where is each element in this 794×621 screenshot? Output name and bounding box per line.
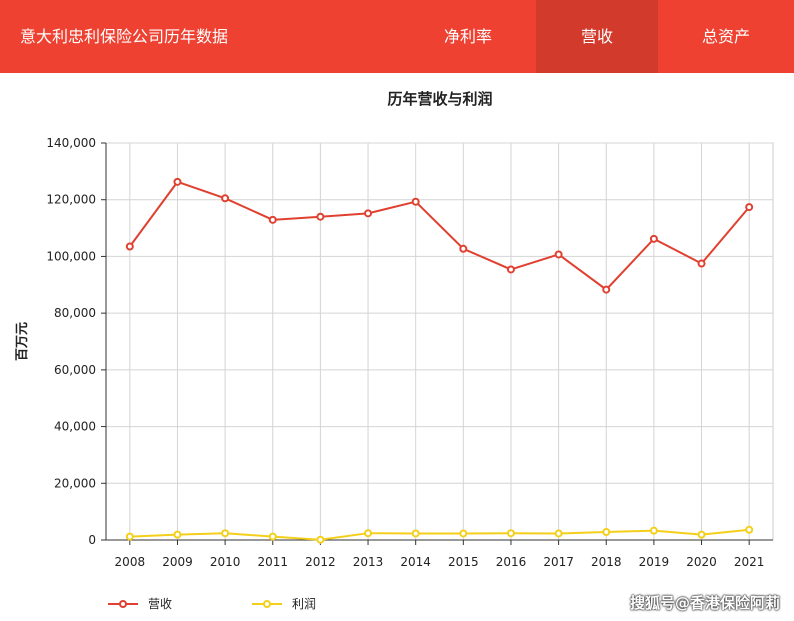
data-point[interactable] — [221, 194, 230, 203]
series-line-0 — [129, 180, 750, 291]
data-point[interactable] — [125, 242, 134, 251]
x-tick-label: 2011 — [257, 555, 288, 569]
data-point[interactable] — [316, 535, 325, 544]
data-point[interactable] — [745, 203, 754, 212]
series-line-1 — [129, 528, 750, 541]
data-point[interactable] — [697, 530, 706, 539]
data-point[interactable] — [602, 285, 611, 294]
y-tick-label: 60,000 — [54, 363, 96, 377]
x-tick-label: 2013 — [353, 555, 384, 569]
y-tick-label: 80,000 — [54, 306, 96, 320]
y-tick-label: 120,000 — [46, 193, 96, 207]
data-point[interactable] — [649, 234, 658, 243]
tab-net-margin[interactable]: 净利率 — [443, 27, 492, 46]
x-tick-label: 2012 — [305, 555, 336, 569]
x-tick-label: 2008 — [115, 555, 146, 569]
y-tick-label: 20,000 — [54, 476, 96, 490]
data-point[interactable] — [506, 265, 515, 274]
legend-marker — [119, 600, 127, 608]
data-point[interactable] — [125, 532, 134, 541]
data-point[interactable] — [745, 525, 754, 534]
data-point[interactable] — [554, 250, 563, 259]
legend-label[interactable]: 利润 — [292, 597, 316, 611]
y-axis-label: 百万元 — [15, 322, 30, 361]
data-point[interactable] — [364, 209, 373, 218]
watermark: 搜狐号@香港保险阿莉 — [629, 594, 780, 612]
data-point[interactable] — [316, 212, 325, 221]
x-tick-label: 2010 — [210, 555, 241, 569]
x-tick-label: 2020 — [686, 555, 717, 569]
data-point[interactable] — [173, 177, 182, 186]
data-point[interactable] — [459, 244, 468, 253]
x-tick-label: 2021 — [734, 555, 765, 569]
x-tick-label: 2015 — [448, 555, 479, 569]
data-point[interactable] — [221, 529, 230, 538]
data-point[interactable] — [411, 529, 420, 538]
data-point[interactable] — [173, 530, 182, 539]
x-tick-label: 2018 — [591, 555, 622, 569]
app-title: 意大利忠利保险公司历年数据 — [20, 27, 229, 46]
chart-title: 历年营收与利润 — [387, 90, 493, 108]
y-tick-label: 40,000 — [54, 420, 96, 434]
top-nav-bar: 意大利忠利保险公司历年数据 净利率 营收 总资产 — [0, 0, 794, 73]
data-point[interactable] — [268, 215, 277, 224]
tab-revenue[interactable]: 营收 — [536, 0, 658, 73]
data-point[interactable] — [459, 529, 468, 538]
legend-marker — [263, 600, 271, 608]
data-point[interactable] — [697, 259, 706, 268]
x-tick-label: 2009 — [162, 555, 193, 569]
y-tick-label: 140,000 — [46, 136, 96, 150]
x-tick-label: 2014 — [400, 555, 431, 569]
y-tick-label: 0 — [88, 533, 96, 547]
data-point[interactable] — [506, 529, 515, 538]
data-point[interactable] — [268, 532, 277, 541]
legend-label[interactable]: 营收 — [148, 597, 172, 611]
tab-total-assets[interactable]: 总资产 — [701, 27, 750, 46]
x-tick-label: 2019 — [639, 555, 670, 569]
data-point[interactable] — [364, 529, 373, 538]
data-point[interactable] — [649, 526, 658, 535]
data-point[interactable] — [554, 529, 563, 538]
x-tick-label: 2016 — [496, 555, 527, 569]
data-point[interactable] — [411, 197, 420, 206]
data-point[interactable] — [602, 528, 611, 537]
y-tick-label: 100,000 — [46, 249, 96, 263]
plot-frame — [105, 142, 774, 541]
x-tick-label: 2017 — [543, 555, 574, 569]
